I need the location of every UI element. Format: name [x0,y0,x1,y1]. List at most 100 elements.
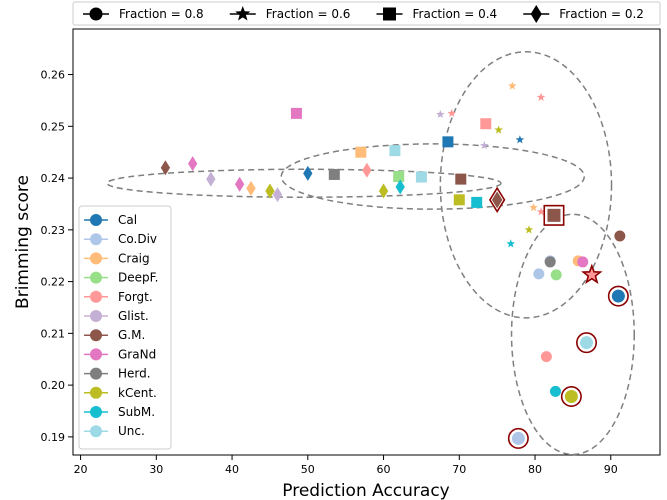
x-tick-label: 70 [452,463,466,476]
x-tick-label: 40 [225,463,239,476]
method-legend-label: kCent. [118,386,157,400]
x-tick-label: 90 [604,463,618,476]
y-tick-label: 0.23 [41,224,66,237]
data-point [436,109,445,119]
data-point [480,118,492,130]
method-legend-label: Cal [118,213,137,227]
data-point-highlight [611,289,625,303]
data-point [246,180,256,196]
x-tick-label: 30 [149,463,163,476]
data-point-highlight [491,191,503,209]
fraction-legend: Fraction = 0.8 Fraction = 0.6 Fraction = 0… [72,1,661,26]
fraction-legend-label: Fraction = 0.4 [413,7,498,21]
data-point [550,269,562,281]
data-point-highlight [580,336,594,350]
data-points [160,81,629,449]
data-point [160,160,171,176]
y-tick-label: 0.22 [41,276,66,289]
method-legend-marker [90,406,102,418]
y-axis-ticks: 0.19 0.20 0.21 0.22 0.23 0.24 0.25 0.26 [41,69,73,444]
method-legend-marker [90,214,102,226]
method-legend-marker [90,329,102,342]
y-tick-label: 0.20 [41,379,66,392]
data-point [471,196,483,208]
fraction-legend-label: Fraction = 0.8 [119,7,204,21]
y-tick-label: 0.25 [41,120,66,133]
data-point [234,176,245,192]
y-tick-label: 0.21 [41,327,66,340]
data-point [389,145,401,157]
fraction-legend-label: Fraction = 0.2 [559,7,644,21]
data-point-highlight [581,263,603,284]
data-point [544,256,556,268]
fraction-legend-marker [89,7,103,21]
x-tick-label: 80 [528,463,542,476]
data-point [494,125,503,134]
x-tick-label: 20 [74,463,88,476]
method-legend-label: Herd. [118,367,151,381]
data-point [536,207,546,216]
method-legend-marker [90,348,102,361]
x-tick-label: 50 [301,463,315,476]
data-point [536,92,546,101]
data-point [524,225,534,234]
method-legend-marker [90,425,102,438]
method-legend-marker [90,233,102,246]
fraction-legend-marker [530,5,542,23]
method-legend-marker [90,367,102,380]
data-point [415,171,427,183]
method-legend-marker [90,310,102,322]
data-point [455,173,467,185]
data-point [529,203,538,212]
data-point [290,107,302,119]
x-axis-ticks: 20 30 40 50 60 70 80 90 [74,455,618,476]
cluster-ellipse [106,168,502,198]
data-point [549,385,561,397]
method-legend-marker [90,386,102,399]
data-point [506,239,516,248]
data-point [614,230,626,242]
x-tick-label: 60 [377,463,391,476]
y-tick-label: 0.26 [41,69,66,82]
data-point [577,256,589,268]
data-point [188,156,198,172]
data-point [272,187,283,203]
data-point [447,108,456,118]
data-point [328,168,340,180]
method-legend-label: Unc. [118,424,145,438]
cluster-ellipse [280,143,586,210]
method-legend-label: G.M. [118,328,145,342]
x-axis-label: Prediction Accuracy [282,481,449,500]
data-point-highlight [564,390,578,404]
fraction-legend-marker [383,7,396,21]
cluster-ellipses [106,51,635,456]
method-legend-label: GraNd [118,347,156,361]
data-point [453,194,465,206]
y-axis-label: Brimming score [13,175,33,309]
data-point [265,183,275,199]
method-legend-label: Craig [118,251,150,265]
method-legend-label: Co.Div [118,232,157,246]
method-legend: Cal Co.Div Craig DeepF. Forgt. Glist. G.M. GraN… [78,205,172,450]
data-point [378,183,389,199]
fraction-legend-label: Fraction = 0.6 [266,7,351,21]
data-point [303,165,313,181]
data-point [395,179,405,195]
data-point [206,171,216,187]
method-legend-frame [78,205,172,450]
data-point [442,136,454,148]
data-point [508,81,517,90]
y-tick-label: 0.19 [41,431,66,444]
method-legend-marker [90,290,102,303]
method-legend-label: Forgt. [118,290,153,304]
data-point [515,135,525,144]
method-legend-marker [90,271,102,284]
method-legend-marker [90,252,102,265]
y-tick-label: 0.24 [41,172,66,185]
data-point [362,162,372,178]
data-point-highlight [547,208,561,222]
cluster-ellipse [510,213,635,456]
data-point [355,146,367,158]
data-point [393,171,405,183]
